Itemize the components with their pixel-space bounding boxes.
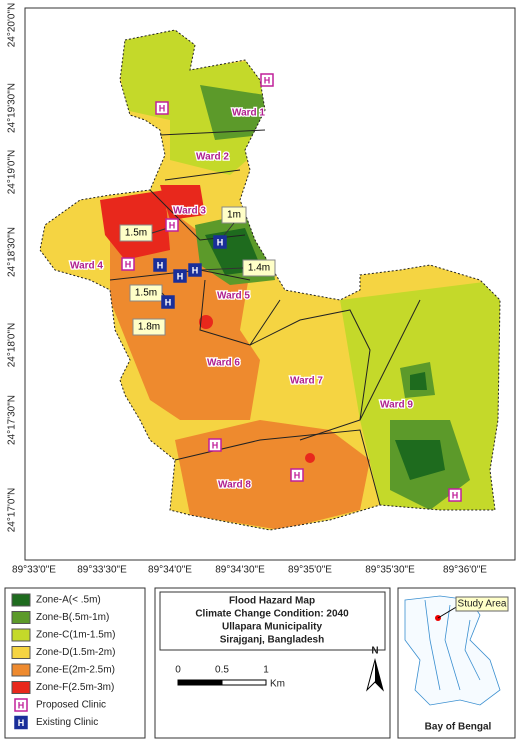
clinic-symbol: H — [177, 271, 184, 281]
lat-label: 24°18'30"N — [7, 227, 18, 277]
lon-label: 89°34'0"E — [148, 565, 192, 576]
legend-swatch — [11, 681, 31, 694]
ward-label: Ward 8 — [218, 480, 251, 491]
lon-label: 89°34'30"E — [215, 565, 265, 576]
lon-label: 89°35'0"E — [288, 565, 332, 576]
existing-clinic-icon — [153, 258, 167, 272]
legend: Zone-A(< .5m) Zone-B(.5m-1m) Zone-C(1m-1.5… — [11, 593, 115, 730]
existing-clinic-icon — [213, 235, 227, 249]
inset-bay-label: Bay of Bengal — [425, 722, 492, 733]
clinic-symbol: H — [165, 297, 172, 307]
lon-labels: 89°33'0"E 89°33'30"E 89°34'0"E 89°34'30"… — [12, 565, 487, 576]
proposed-clinic-icon — [290, 468, 304, 482]
lat-label: 24°17'30"N — [7, 395, 18, 445]
existing-clinic-icon — [173, 269, 187, 283]
title-line: Climate Change Condition: 2040 — [195, 609, 349, 620]
scale-tick: 0.5 — [215, 665, 229, 676]
existing-clinic-icon — [161, 295, 175, 309]
scale-unit: Km — [270, 679, 285, 690]
lon-label: 89°36'0"E — [443, 565, 487, 576]
ward-label: Ward 1 — [232, 108, 265, 119]
ward-label: Ward 7 — [290, 376, 323, 387]
inset-map: Study Area Bay of Bengal — [404, 595, 509, 733]
lat-labels: 24°20'0"N 24°19'30"N 24°19'0"N 24°18'30"… — [7, 3, 18, 533]
legend-label: Zone-F(2.5m-3m) — [36, 682, 114, 693]
legend-label: Zone-B(.5m-1m) — [36, 612, 109, 623]
title-line: Sirajganj, Bangladesh — [220, 635, 324, 646]
north-arrow: N — [366, 646, 384, 692]
scale-tick: 0 — [175, 665, 181, 676]
legend-swatch — [11, 628, 31, 642]
lon-label: 89°33'0"E — [12, 565, 56, 576]
lat-label: 24°19'30"N — [7, 83, 18, 133]
depth-labels: 1.5m 1m 1.4m 1.5m 1.8m — [119, 206, 276, 336]
depth-label: 1.8m — [138, 322, 160, 333]
legend-swatch — [11, 646, 31, 659]
legend-label: Zone-E(2m-2.5m) — [36, 665, 115, 676]
lon-label: 89°33'30"E — [77, 565, 127, 576]
clinic-symbol: H — [217, 237, 224, 247]
lat-label: 24°20'0"N — [7, 3, 18, 48]
title-line: Flood Hazard Map — [229, 596, 315, 607]
existing-clinic-icon — [14, 715, 28, 730]
legend-label: Zone-C(1m-1.5m) — [36, 630, 115, 641]
lat-label: 24°19'0"N — [7, 150, 18, 195]
legend-box — [4, 587, 146, 739]
ward-label: Ward 6 — [207, 358, 240, 369]
clinic-symbol: H — [212, 440, 219, 450]
clinic-symbol: H — [452, 490, 459, 500]
ward-label: Ward 4 — [70, 261, 103, 272]
legend-swatch — [11, 593, 31, 607]
ward-labels: Ward 1 Ward 2 Ward 3 Ward 4 Ward 5 Ward … — [69, 106, 415, 492]
clinic-symbol: H — [264, 75, 271, 85]
legend-label: Zone-A(< .5m) — [36, 595, 101, 606]
clinic-symbol: H — [159, 103, 166, 113]
legend-label: Existing Clinic — [36, 717, 98, 728]
depth-label: 1.4m — [248, 263, 270, 274]
lat-label: 24°17'0"N — [7, 488, 18, 533]
legend-swatch — [11, 663, 31, 677]
proposed-clinic-icon — [14, 698, 28, 712]
existing-clinic-icon — [188, 263, 202, 277]
clinic-symbol: H — [157, 260, 164, 270]
municipality-boundary — [39, 29, 501, 531]
legend-label: Proposed Clinic — [36, 700, 106, 711]
legend-label: Zone-D(1.5m-2m) — [36, 647, 115, 658]
clinic-symbol: H — [294, 470, 301, 480]
north-label: N — [371, 646, 378, 657]
legend-swatch — [11, 611, 31, 624]
ward-label: Ward 3 — [173, 206, 206, 217]
proposed-clinic-icon — [208, 438, 222, 452]
lat-label: 24°18'0"N — [7, 323, 18, 368]
clinic-symbol: H — [192, 265, 199, 275]
ward-label: Ward 5 — [217, 291, 250, 302]
scale-tick: 1 — [263, 665, 269, 676]
ward-label: Ward 2 — [196, 152, 229, 163]
clinic-symbol: H — [169, 220, 176, 230]
clinic-symbol: H — [18, 700, 25, 710]
depth-label: 1.5m — [135, 288, 157, 299]
clinic-symbol: H — [125, 259, 132, 269]
title-line: Ullapara Municipality — [222, 622, 322, 633]
proposed-clinic-icon — [448, 488, 462, 502]
clinic-symbol: H — [18, 718, 25, 728]
lon-label: 89°35'30"E — [365, 565, 415, 576]
proposed-clinic-icon — [165, 218, 179, 232]
ward-label: Ward 9 — [380, 400, 413, 411]
scale-bar: 0 0.5 1 Km — [175, 665, 285, 690]
proposed-clinic-icon — [155, 101, 169, 115]
title-box — [159, 591, 386, 651]
depth-label: 1m — [227, 210, 241, 221]
depth-label: 1.5m — [125, 228, 147, 239]
proposed-clinic-icon — [260, 73, 274, 87]
inset-study-area: Study Area — [458, 599, 507, 610]
proposed-clinic-icon — [121, 257, 135, 271]
